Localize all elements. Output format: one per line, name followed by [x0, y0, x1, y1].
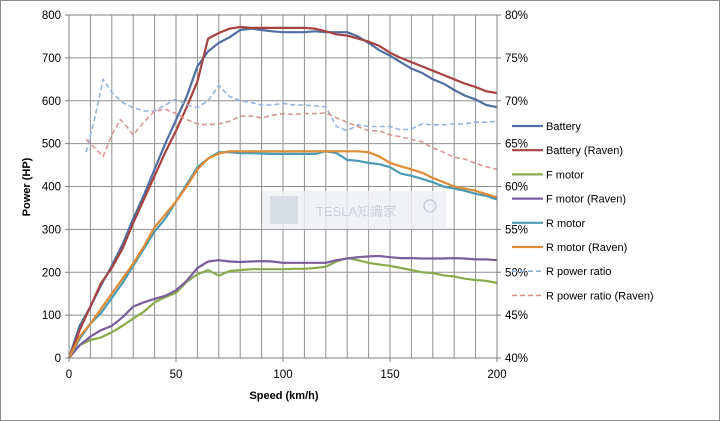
legend: Battery Battery (Raven) F motor F motor (Ra… — [512, 121, 654, 302]
y-tick-label: 700 — [42, 53, 61, 65]
y2-tick-label: 45% — [505, 310, 528, 322]
y2-tick-label: 80% — [505, 10, 528, 22]
watermark: TESLA知識家 — [262, 191, 446, 229]
series-line — [68, 257, 498, 359]
y2-tick-label: 70% — [505, 96, 528, 108]
y-axis-title: Power (HP) — [21, 157, 33, 216]
y2-tick-label: 60% — [505, 182, 528, 194]
y-tick-label: 0 — [55, 353, 61, 365]
legend-label: R motor (Raven) — [546, 242, 627, 254]
legend-label: Battery — [546, 121, 581, 133]
x-axis-title: Speed (km/h) — [249, 390, 318, 402]
legend-label: R motor — [546, 218, 585, 230]
series-line — [85, 78, 498, 153]
y-tick-label: 800 — [42, 10, 61, 22]
series-line — [67, 25, 498, 359]
y-tick-label: 400 — [42, 182, 61, 194]
y2-tick-label: 65% — [505, 139, 528, 151]
gridlines — [69, 15, 497, 358]
y-tick-label: 300 — [42, 224, 61, 236]
legend-label: F motor (Raven) — [546, 194, 626, 206]
x-tick-label: 0 — [66, 369, 72, 381]
series-line — [68, 254, 498, 359]
legend-label: Battery (Raven) — [546, 145, 623, 157]
x-tick-label: 100 — [273, 369, 292, 381]
x-tick-label: 50 — [170, 369, 183, 381]
x-tick-label: 200 — [487, 369, 506, 381]
legend-label: F motor — [546, 169, 584, 181]
tick-labels: 0 50 100 150 200 0 100 200 300 400 500 600 700 800 40%… — [42, 10, 528, 381]
y2-tick-label: 55% — [505, 224, 528, 236]
series-line — [68, 150, 498, 359]
y-tick-label: 600 — [42, 96, 61, 108]
series-line — [67, 27, 498, 359]
legend-label: R power ratio — [546, 266, 611, 278]
x-tick-label: 150 — [380, 369, 399, 381]
y2-tick-label: 40% — [505, 353, 528, 365]
y-tick-label: 500 — [42, 139, 61, 151]
watermark-label: TESLA知識家 — [316, 204, 396, 219]
legend-label: R power ratio (Raven) — [546, 290, 654, 302]
series-line — [68, 150, 498, 359]
y2-tick-label: 50% — [505, 267, 528, 279]
series-lines — [67, 25, 498, 359]
series-line — [85, 108, 498, 171]
y-tick-label: 100 — [42, 310, 61, 322]
y2-tick-label: 75% — [505, 53, 528, 65]
y-tick-label: 200 — [42, 267, 61, 279]
